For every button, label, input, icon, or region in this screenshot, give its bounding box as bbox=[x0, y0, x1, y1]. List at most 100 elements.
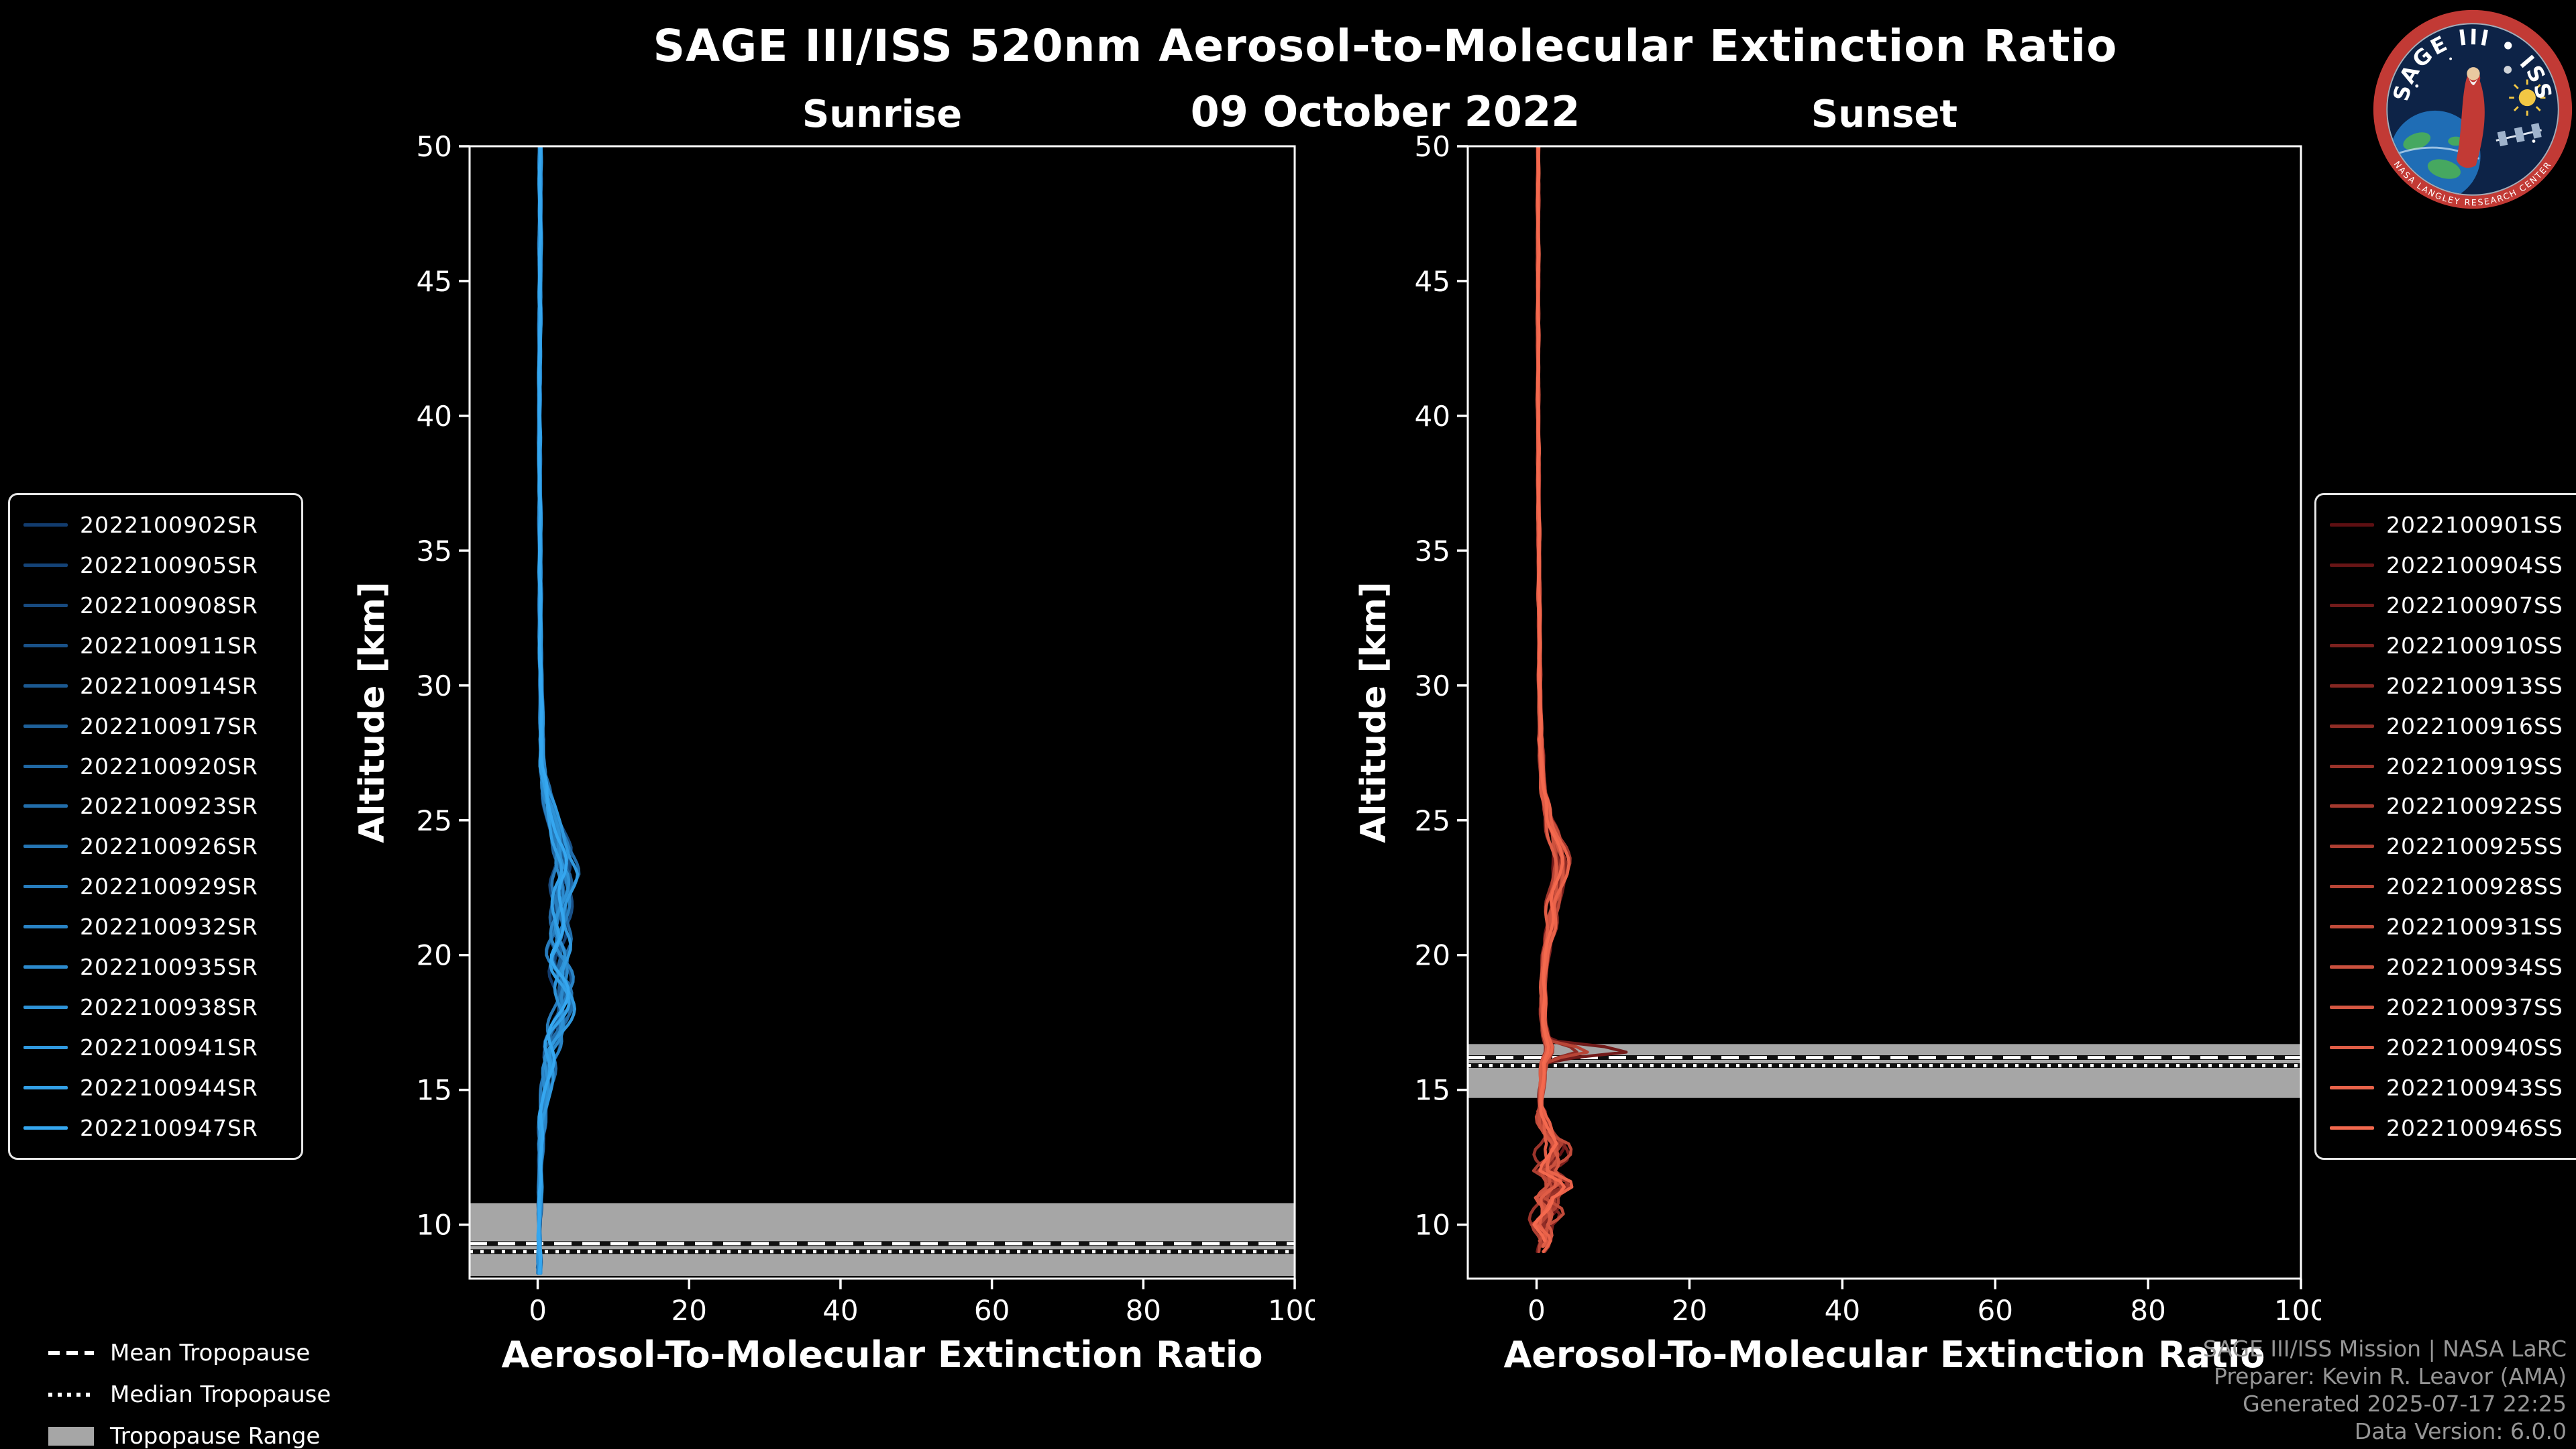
legend-line-sample bbox=[2330, 965, 2374, 969]
legend-label: 2022100919SS bbox=[2386, 753, 2563, 780]
legend-line-sample bbox=[2330, 925, 2374, 929]
legend-label: 2022100901SS bbox=[2386, 512, 2563, 538]
legend-label: 2022100937SS bbox=[2386, 994, 2563, 1021]
legend-item-2022100905SR: 2022100905SR bbox=[23, 546, 288, 584]
legend-label: 2022100925SS bbox=[2386, 833, 2563, 860]
legend-label: 2022100931SS bbox=[2386, 914, 2563, 941]
legend-label: 2022100910SS bbox=[2386, 632, 2563, 659]
legend-label: 2022100926SR bbox=[80, 833, 258, 860]
legend-item-2022100907SS: 2022100907SS bbox=[2330, 586, 2576, 625]
legend-line-sample bbox=[23, 965, 68, 969]
legend-label: 2022100905SR bbox=[80, 551, 258, 578]
legend-line-sample bbox=[2330, 764, 2374, 768]
date-subtitle: 09 October 2022 bbox=[1190, 87, 1580, 136]
legend-line-sample bbox=[2330, 563, 2374, 567]
sunrise-x-tick-label: 40 bbox=[822, 1294, 858, 1327]
sunset-panel-title: Sunset bbox=[1811, 93, 1958, 136]
legend-item-2022100917SR: 2022100917SR bbox=[23, 707, 288, 745]
legend-line-sample bbox=[23, 603, 68, 607]
legend-line-sample bbox=[2330, 1126, 2374, 1130]
legend-label: 2022100938SR bbox=[80, 994, 258, 1021]
median-tropopause-legend-item: Median Tropopause bbox=[48, 1381, 331, 1409]
legend-item-2022100913SS: 2022100913SS bbox=[2330, 667, 2576, 705]
legend-label: 2022100922SS bbox=[2386, 793, 2563, 820]
sunrise-y-tick-label: 50 bbox=[417, 131, 452, 163]
legend-label: 2022100920SR bbox=[80, 753, 258, 780]
sunrise-y-tick-label: 25 bbox=[417, 804, 452, 837]
legend-item-2022100914SR: 2022100914SR bbox=[23, 667, 288, 705]
credit-preparer: Preparer: Kevin R. Leavor (AMA) bbox=[2214, 1363, 2567, 1389]
legend-label: 2022100907SS bbox=[2386, 592, 2563, 619]
legend-line-sample bbox=[23, 1006, 68, 1010]
legend-line-sample bbox=[23, 523, 68, 527]
sunrise-y-tick-label: 20 bbox=[417, 939, 452, 972]
sunset-x-axis-label: Aerosol-To-Molecular Extinction Ratio bbox=[1503, 1334, 2265, 1376]
sunset-x-tick-label: 20 bbox=[1672, 1294, 1707, 1327]
logo-sage-figure bbox=[2456, 67, 2485, 168]
legend-item-2022100946SS: 2022100946SS bbox=[2330, 1109, 2576, 1147]
sunset-profile-2022100946SS bbox=[1532, 146, 1566, 1242]
legend-line-sample bbox=[2330, 724, 2374, 728]
legend-item-2022100902SR: 2022100902SR bbox=[23, 506, 288, 544]
legend-line-sample bbox=[23, 764, 68, 768]
sunrise-profile-2022100947SR bbox=[537, 146, 570, 1275]
mean-tropopause-legend-item: Mean Tropopause bbox=[48, 1339, 331, 1367]
legend-label: 2022100916SS bbox=[2386, 712, 2563, 739]
legend-line-sample bbox=[23, 1045, 68, 1049]
legend-label: 2022100917SR bbox=[80, 712, 258, 739]
legend-label: 2022100928SS bbox=[2386, 873, 2563, 900]
legend-line-sample bbox=[2330, 885, 2374, 889]
sunset-x-tick-label: 60 bbox=[1977, 1294, 2012, 1327]
sunset-y-tick-label: 25 bbox=[1415, 804, 1450, 837]
legend-label: 2022100911SR bbox=[80, 632, 258, 659]
legend-line-sample bbox=[23, 1126, 68, 1130]
legend-line-sample bbox=[23, 804, 68, 808]
sunset-y-tick-label: 45 bbox=[1415, 265, 1450, 298]
legend-item-2022100920SR: 2022100920SR bbox=[23, 747, 288, 786]
legend-item-2022100919SS: 2022100919SS bbox=[2330, 747, 2576, 786]
legend-item-2022100908SR: 2022100908SR bbox=[23, 586, 288, 625]
legend-item-2022100901SS: 2022100901SS bbox=[2330, 506, 2576, 544]
legend-label: 2022100943SS bbox=[2386, 1074, 2563, 1101]
sunrise-panel-title: Sunrise bbox=[802, 93, 963, 136]
tropopause-range-label: Tropopause Range bbox=[110, 1423, 321, 1449]
legend-item-2022100922SS: 2022100922SS bbox=[2330, 787, 2576, 825]
sunrise-y-tick-label: 10 bbox=[417, 1209, 452, 1242]
gray-band-sample bbox=[48, 1427, 94, 1446]
legend-item-2022100916SS: 2022100916SS bbox=[2330, 707, 2576, 745]
sunrise-x-tick-label: 20 bbox=[672, 1294, 707, 1327]
legend-item-2022100904SS: 2022100904SS bbox=[2330, 546, 2576, 584]
legend-label: 2022100947SR bbox=[80, 1114, 258, 1141]
legend-label: 2022100940SS bbox=[2386, 1034, 2563, 1061]
legend-item-2022100931SS: 2022100931SS bbox=[2330, 908, 2576, 946]
legend-label: 2022100923SR bbox=[80, 793, 258, 820]
sunrise-y-tick-label: 35 bbox=[417, 535, 452, 568]
sunrise-y-tick-label: 40 bbox=[417, 400, 452, 433]
sunset-tropopause-range-band bbox=[1468, 1044, 2301, 1098]
sunset-y-tick-label: 10 bbox=[1415, 1209, 1450, 1242]
legend-item-2022100932SR: 2022100932SR bbox=[23, 908, 288, 946]
sunrise-y-tick-label: 30 bbox=[417, 669, 452, 702]
sunrise-plot-frame bbox=[468, 145, 1296, 1280]
sunrise-x-tick-label: 80 bbox=[1126, 1294, 1161, 1327]
dashed-line-sample bbox=[48, 1351, 94, 1355]
sunrise-x-tick-label: 100 bbox=[1268, 1294, 1315, 1327]
credit-generated: Generated 2025-07-17 22:25 bbox=[2243, 1391, 2567, 1417]
legend-line-sample bbox=[23, 885, 68, 889]
legend-label: 2022100908SR bbox=[80, 592, 258, 619]
sunset-x-tick-label: 40 bbox=[1825, 1294, 1860, 1327]
sage-iss-logo: SAGE III • ISS NASA LANGLEY RESEARCH CEN… bbox=[2373, 9, 2573, 209]
sunset-x-tick-label: 0 bbox=[1527, 1294, 1546, 1327]
legend-item-2022100940SS: 2022100940SS bbox=[2330, 1028, 2576, 1067]
sunrise-x-tick-label: 0 bbox=[529, 1294, 547, 1327]
sunset-event-legend: 2022100901SS 2022100904SS 2022100907SS 2022… bbox=[2314, 493, 2576, 1160]
legend-label: 2022100934SS bbox=[2386, 954, 2563, 981]
logo-iss bbox=[2496, 123, 2542, 147]
legend-item-2022100935SR: 2022100935SR bbox=[23, 948, 288, 986]
legend-line-sample bbox=[2330, 804, 2374, 808]
page-title: SAGE III/ISS 520nm Aerosol-to-Molecular … bbox=[653, 20, 2118, 72]
legend-item-2022100910SS: 2022100910SS bbox=[2330, 627, 2576, 665]
sunrise-y-tick-label: 15 bbox=[417, 1074, 452, 1107]
legend-label: 2022100929SR bbox=[80, 873, 258, 900]
legend-item-2022100938SR: 2022100938SR bbox=[23, 988, 288, 1026]
